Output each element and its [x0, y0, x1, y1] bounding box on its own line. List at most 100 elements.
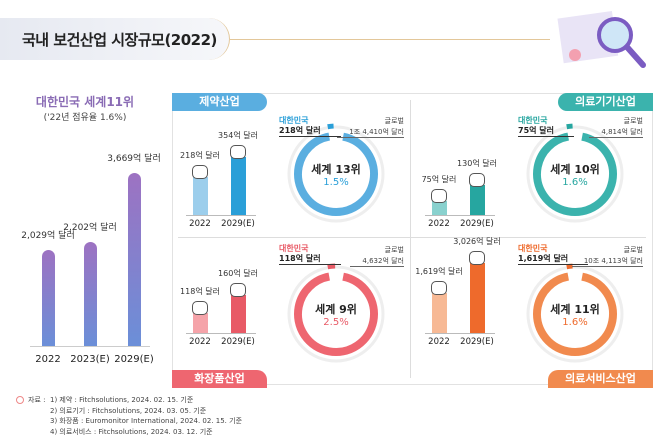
- product-icon: [192, 165, 208, 179]
- tab-3: 화장품산업: [172, 370, 267, 388]
- bar: [193, 177, 208, 215]
- bar-value-label: 1,619억 달러: [415, 267, 463, 276]
- source-item: 2) 의료기기 : Fitchsolutions, 2024. 03. 05. …: [50, 406, 207, 415]
- product-icon: [431, 189, 447, 203]
- korea-share-arc: [524, 263, 626, 365]
- year-label: 2029(E): [221, 337, 255, 347]
- industry-panel: [172, 93, 653, 385]
- bar: [231, 295, 246, 333]
- year-label: 2029(E): [460, 219, 494, 229]
- product-icon: [230, 283, 246, 297]
- korea-share-arc: [524, 123, 626, 225]
- bar: [42, 250, 55, 346]
- bar-value-label: 218억 달러: [180, 151, 220, 160]
- year-label: 2022: [35, 354, 61, 365]
- share-percent: 1.6%: [562, 177, 588, 188]
- korea-label: 대한민국: [518, 116, 548, 125]
- outer-ring: [287, 265, 385, 363]
- divider: [230, 39, 550, 40]
- left-headline: 대한민국 세계11위: [35, 95, 135, 109]
- baseline: [186, 333, 256, 334]
- outer-ring: [287, 125, 385, 223]
- check-icon: [16, 396, 24, 404]
- bar: [470, 263, 485, 333]
- bar: [128, 173, 141, 346]
- korea-label: 대한민국: [279, 244, 309, 253]
- bar-value-label: 118억 달러: [180, 287, 220, 296]
- rank-label: 세계 10위: [550, 163, 600, 176]
- year-label: 2023(E): [70, 354, 110, 365]
- share-percent: 2.5%: [323, 317, 349, 328]
- tab-1: 제약산업: [172, 93, 267, 111]
- product-icon: [469, 173, 485, 187]
- global-value: 1조 4,410억 달러: [337, 127, 404, 138]
- rank-label: 세계 11위: [550, 303, 600, 316]
- global-value: 4,814억 달러: [589, 127, 643, 138]
- year-label: 2022: [428, 219, 450, 229]
- baseline: [425, 333, 495, 334]
- bar-value-label: 2,029억 달러: [21, 231, 75, 242]
- title-banner: [0, 18, 230, 60]
- share-percent: 1.6%: [562, 317, 588, 328]
- global-value: 10조 4,113억 달러: [571, 256, 643, 267]
- rank-label: 세계 13위: [311, 163, 361, 176]
- korea-label: 대한민국: [279, 116, 309, 125]
- share-ring: [285, 123, 387, 225]
- baseline: [30, 346, 150, 347]
- bar: [470, 185, 485, 215]
- baseline: [425, 215, 495, 216]
- global-value: 4,632억 달러: [350, 256, 404, 267]
- korea-value: 118억 달러: [279, 253, 341, 265]
- global-label: 글로벌: [623, 246, 643, 254]
- bar-value-label: 130억 달러: [457, 159, 497, 168]
- korea-label: 대한민국: [518, 244, 548, 253]
- share-percent: 1.5%: [323, 177, 349, 188]
- tab-2: 의료기기산업: [558, 93, 653, 111]
- year-label: 2022: [189, 337, 211, 347]
- divider: [410, 100, 411, 378]
- year-label: 2022: [189, 219, 211, 229]
- source-item: 3) 화장품 : Euromonitor International, 2024…: [50, 417, 243, 425]
- magnifier-illustration-icon: [557, 11, 646, 68]
- global-label: 글로벌: [384, 117, 404, 125]
- product-icon: [469, 251, 485, 265]
- source-label: 자료 :: [28, 396, 46, 404]
- korea-value: 218억 달러: [279, 125, 341, 137]
- bar-value-label: 3,669억 달러: [107, 154, 161, 164]
- outer-ring: [526, 265, 624, 363]
- korea-value: 1,619억 달러: [518, 253, 589, 265]
- source-item: 1) 제약 : Fitchsolutions, 2024. 02. 15. 기준: [50, 396, 194, 404]
- product-icon: [230, 145, 246, 159]
- page-title: 국내 보건산업 시장규모(2022): [22, 31, 217, 49]
- outer-ring: [526, 125, 624, 223]
- bar: [432, 293, 447, 333]
- product-icon: [192, 301, 208, 315]
- bar: [231, 157, 246, 215]
- product-icon: [431, 281, 447, 295]
- korea-value: 75억 달러: [518, 125, 574, 137]
- year-label: 2029(E): [460, 337, 494, 347]
- rank-label: 세계 9위: [315, 303, 357, 316]
- bar-value-label: 3,026억 달러: [453, 237, 501, 246]
- year-label: 2029(E): [221, 219, 255, 229]
- bar: [84, 242, 97, 346]
- share-ring: [285, 263, 387, 365]
- divider: [178, 237, 646, 238]
- bar: [193, 313, 208, 333]
- global-label: 글로벌: [384, 246, 404, 254]
- bar-value-label: 354억 달러: [218, 131, 258, 140]
- bar-value-label: 160억 달러: [218, 269, 258, 278]
- year-label: 2022: [428, 337, 450, 347]
- share-ring: [524, 123, 626, 225]
- baseline: [186, 215, 256, 216]
- share-ring: [524, 263, 626, 365]
- source-item: 4) 의료서비스 : Fitchsolutions, 2024. 03. 12.…: [50, 427, 213, 436]
- korea-share-arc: [285, 263, 387, 365]
- tab-4: 의료서비스산업: [548, 370, 653, 388]
- bar-value-label: 75억 달러: [421, 175, 457, 184]
- bar-value-label: 2,202억 달러: [63, 223, 117, 234]
- year-label: 2029(E): [114, 354, 154, 365]
- global-label: 글로벌: [623, 117, 643, 125]
- korea-share-arc: [285, 123, 387, 225]
- left-subtitle: ('22년 점유율 1.6%): [43, 113, 127, 123]
